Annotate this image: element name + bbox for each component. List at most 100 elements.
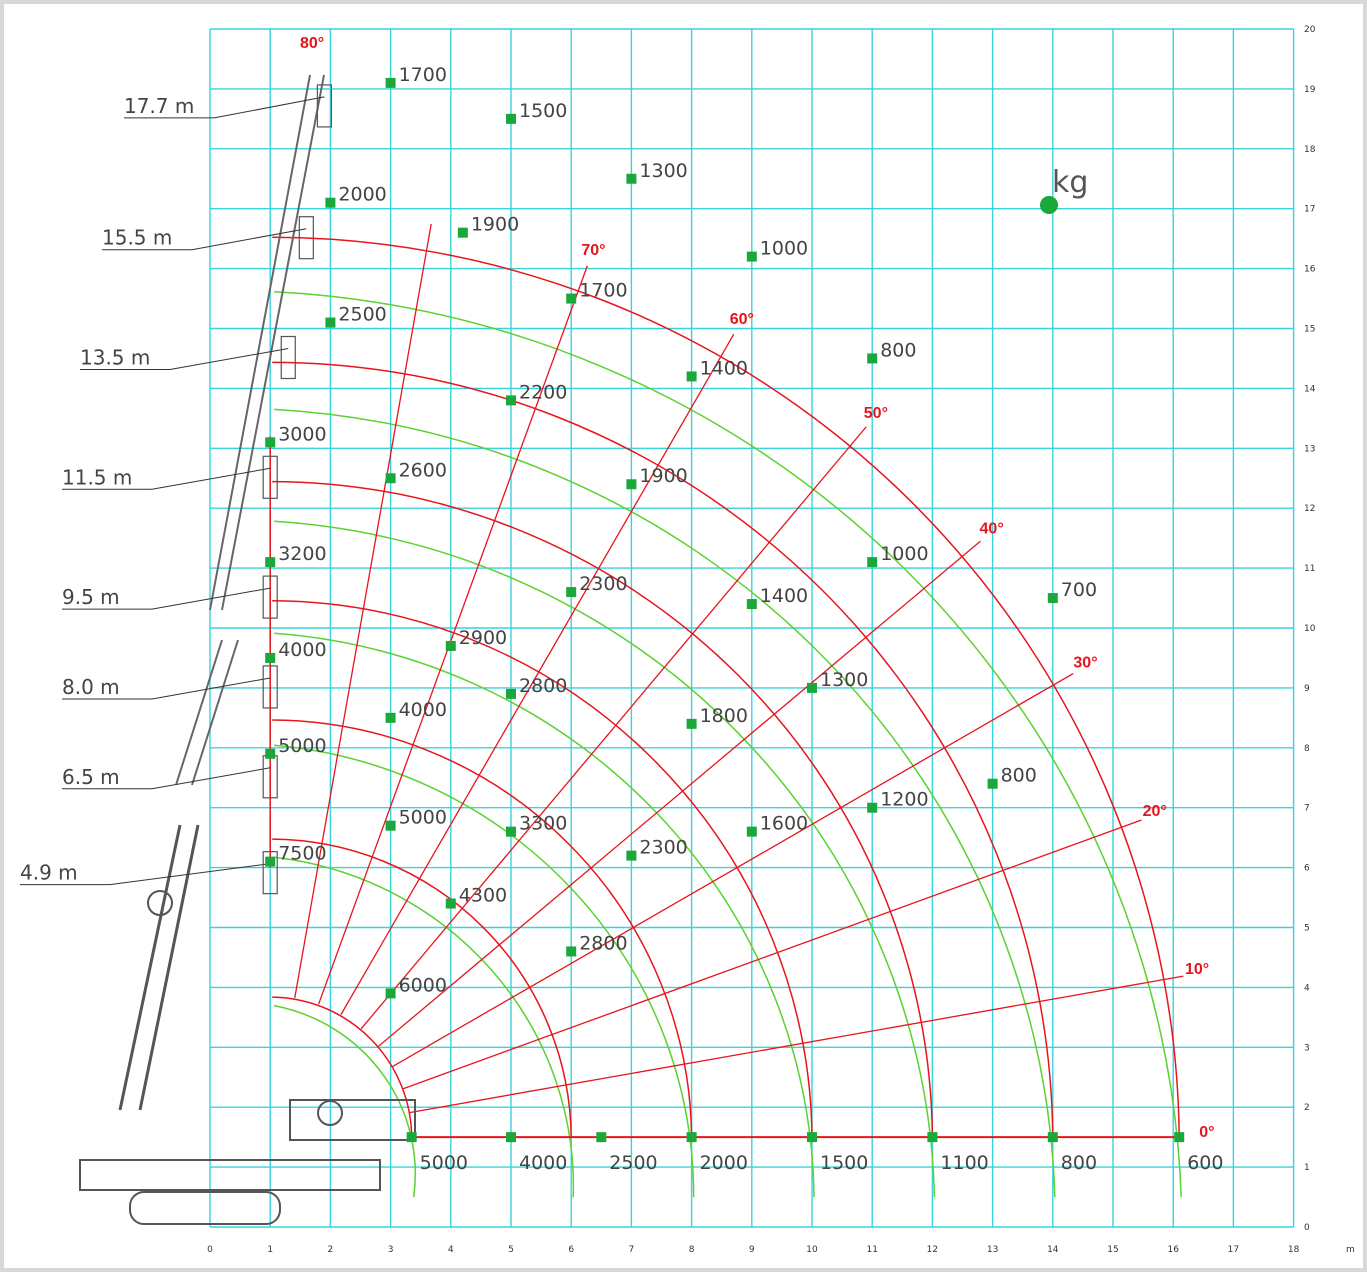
y-tick-label: 17: [1304, 205, 1315, 215]
load-value-label: 1800: [700, 705, 748, 727]
angle-ray: [317, 265, 588, 1005]
y-tick-label: 2: [1304, 1103, 1310, 1113]
boom-length-label: 9.5 m: [62, 585, 120, 609]
x-axis-unit: m: [1346, 1245, 1355, 1255]
y-tick-label: 20: [1304, 25, 1316, 35]
angle-label: 30°: [1073, 655, 1097, 672]
y-tick-label: 4: [1304, 983, 1310, 993]
load-point-marker: [385, 473, 396, 484]
angle-label: 70°: [581, 242, 605, 259]
leader-line: [151, 587, 271, 610]
load-value-label: 1200: [880, 789, 928, 811]
load-value-label: 1400: [700, 357, 748, 379]
y-tick-label: 18: [1304, 145, 1316, 155]
load-point-marker: [626, 850, 637, 861]
hook-arc: [274, 1004, 417, 1198]
load-point-marker: [506, 113, 516, 124]
load-point-marker: [445, 898, 456, 909]
angle-label: 20°: [1143, 803, 1167, 820]
leader-line: [109, 863, 271, 886]
boom-length-labels: 17.7 m 15.5 m 13.5 m 11.5 m 9.5 m 8.0 m 6.5 m 4…: [20, 84, 332, 895]
load-point-marker: [265, 557, 276, 568]
load-value-label: 2300: [639, 837, 687, 859]
boom-pivot: [147, 890, 173, 916]
hook-arc: [274, 408, 1056, 1198]
load-point-marker: [506, 395, 516, 406]
angle-ray: [360, 426, 867, 1030]
crane-body: [79, 1159, 381, 1191]
load-point-marker: [807, 1132, 817, 1143]
main-boom: [138, 824, 200, 1111]
load-point-marker: [1047, 1132, 1058, 1143]
load-point-marker: [566, 587, 577, 598]
main-boom: [118, 824, 182, 1111]
load-points: 1700 1500 1300 1000 800 700 600 2000 1900 1700 140…: [265, 64, 1223, 1174]
load-value-label: 4300: [459, 885, 507, 907]
leader-line: [191, 228, 307, 251]
y-tick-label: 15: [1304, 325, 1315, 335]
y-tick-label: 0: [1304, 1223, 1310, 1233]
load-point-marker: [325, 197, 336, 208]
boom-arc: [272, 480, 934, 1138]
angle-ray: [402, 819, 1142, 1090]
angle-label: 60°: [730, 311, 754, 328]
load-value-label: 1100: [940, 1152, 988, 1174]
load-value-label: 800: [880, 339, 916, 361]
unit-label: kg: [1052, 165, 1088, 200]
boom-length-label: 8.0 m: [62, 675, 120, 699]
load-point-marker: [867, 802, 878, 813]
load-point-marker: [265, 856, 276, 867]
hook-block: [262, 665, 278, 709]
load-point-marker: [927, 1132, 938, 1143]
angle-rays: [294, 223, 1184, 1114]
load-point-marker: [265, 652, 276, 663]
x-tick-label: 14: [1047, 1245, 1059, 1255]
load-point-marker: [506, 826, 516, 837]
load-point-marker: [867, 353, 878, 364]
crane-illustration: [79, 74, 416, 1225]
hook-block: [316, 84, 332, 128]
load-value-label: 2300: [579, 573, 627, 595]
angle-ray: [340, 333, 735, 1015]
load-point-marker: [457, 227, 468, 238]
load-value-label: 2900: [459, 627, 507, 649]
hook-block: [262, 851, 278, 895]
load-value-label: 1500: [820, 1152, 868, 1174]
load-point-marker: [566, 293, 577, 304]
load-point-marker: [746, 599, 757, 610]
leader-line: [151, 677, 271, 700]
hook-block: [298, 216, 314, 260]
stowed-boom: [289, 1099, 416, 1141]
load-value-label: 2800: [579, 932, 627, 954]
boom-length-label: 17.7 m: [124, 94, 194, 118]
load-value-label: 1900: [471, 214, 519, 236]
x-tick-label: 6: [568, 1245, 574, 1255]
y-tick-label: 7: [1304, 804, 1310, 814]
load-point-marker: [686, 718, 697, 729]
x-tick-label: 16: [1167, 1245, 1179, 1255]
y-tick-label: 13: [1304, 444, 1315, 454]
load-value-label: 5000: [420, 1152, 468, 1174]
load-value-label: 2600: [399, 459, 447, 481]
leader-line: [169, 348, 289, 370]
angle-labels: 80° 70° 60° 50° 40° 30° 20° 10° 0°: [300, 35, 1215, 1141]
y-tick-label: 19: [1304, 85, 1316, 95]
boom-length-label: 4.9 m: [20, 861, 78, 885]
boom-length-label: 13.5 m: [80, 346, 150, 370]
unit-marker: [1040, 196, 1058, 214]
x-tick-label: 18: [1288, 1245, 1300, 1255]
load-point-marker: [385, 820, 396, 831]
load-point-marker: [626, 173, 637, 184]
load-value-label: 1400: [760, 585, 808, 607]
load-value-label: 2500: [609, 1152, 657, 1174]
hook-arc: [274, 744, 695, 1198]
load-point-marker: [385, 77, 396, 88]
y-tick-label: 12: [1304, 504, 1315, 514]
load-value-label: 800: [1061, 1152, 1097, 1174]
load-value-label: 7500: [278, 843, 326, 865]
hook-arc: [274, 856, 575, 1198]
y-tick-label: 1: [1304, 1163, 1310, 1173]
boom-section: [221, 74, 325, 611]
